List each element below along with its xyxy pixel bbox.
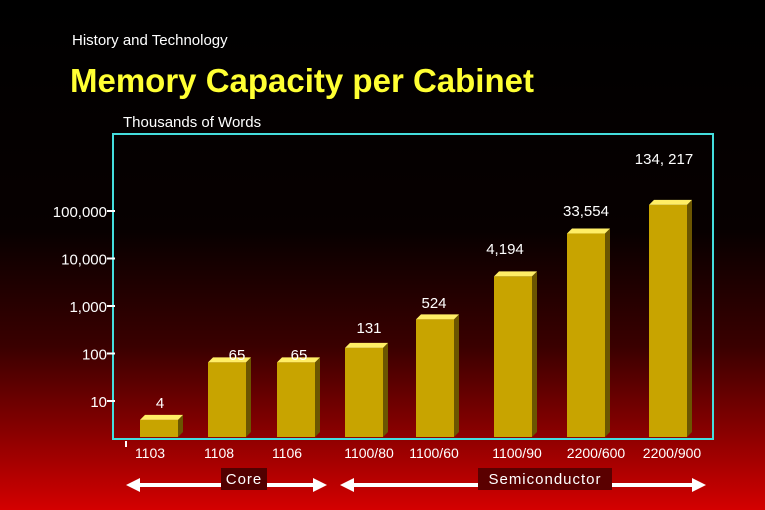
x-category-label: 1108 — [204, 445, 234, 461]
semiconductor-range-arrow-head-right — [692, 478, 706, 492]
semiconductor-range-arrow-head-left — [340, 478, 354, 492]
semiconductor-label-bg — [478, 468, 612, 490]
bar-value-label: 65 — [291, 347, 308, 364]
bar-side — [315, 357, 320, 437]
kicker-text: History and Technology — [72, 32, 228, 49]
bar — [649, 204, 687, 437]
bar-value-label: 4,194 — [486, 241, 524, 258]
bar-top — [345, 342, 388, 348]
bar-top — [567, 228, 610, 234]
bar-value-label: 4 — [156, 395, 164, 412]
bar-top — [649, 199, 692, 205]
bar — [277, 362, 315, 437]
y-tick-label: 10 — [90, 394, 107, 411]
bar-value-label: 134, 217 — [635, 151, 693, 168]
bar — [567, 233, 605, 437]
semiconductor-group-label: Semiconductor — [488, 471, 601, 488]
core-label-bg — [221, 468, 267, 490]
bar — [494, 276, 532, 437]
bar-side — [178, 414, 183, 437]
y-tick-label: 1,000 — [69, 299, 107, 316]
plot-frame — [112, 133, 714, 440]
bar — [208, 362, 246, 437]
bar-value-label: 65 — [229, 347, 246, 364]
bar-side — [532, 271, 537, 437]
y-tick-label: 10,000 — [61, 252, 107, 269]
x-category-label: 2200/600 — [567, 445, 626, 461]
y-axis-unit-label: Thousands of Words — [123, 114, 262, 131]
bar-side — [383, 342, 388, 437]
bar-top — [277, 357, 320, 363]
x-category-label: 1100/60 — [409, 445, 459, 461]
bar — [140, 419, 178, 437]
bar — [345, 347, 383, 437]
bar-top — [140, 414, 183, 420]
slide-title: Memory Capacity per Cabinet — [70, 62, 534, 99]
bar-top — [208, 357, 251, 363]
x-category-label: 2200/900 — [643, 445, 702, 461]
bar-value-label: 33,554 — [563, 203, 609, 220]
bar-side — [605, 228, 610, 437]
bar — [416, 319, 454, 437]
bar-side — [687, 199, 692, 437]
x-category-label: 1106 — [272, 445, 302, 461]
bar-side — [454, 314, 459, 437]
y-tick-label: 100,000 — [53, 204, 107, 221]
y-tick-label: 100 — [82, 347, 107, 364]
x-category-label: 1100/90 — [492, 445, 542, 461]
core-group-label: Core — [226, 471, 263, 488]
x-category-label: 1103 — [135, 445, 165, 461]
bar-value-label: 524 — [421, 295, 446, 312]
x-category-label: 1100/80 — [344, 445, 394, 461]
bar-value-label: 131 — [356, 320, 381, 337]
bar-side — [246, 357, 251, 437]
core-range-arrow-head-left — [126, 478, 140, 492]
bar-top — [416, 314, 459, 320]
core-range-arrow-head-right — [313, 478, 327, 492]
bar-top — [494, 271, 537, 277]
